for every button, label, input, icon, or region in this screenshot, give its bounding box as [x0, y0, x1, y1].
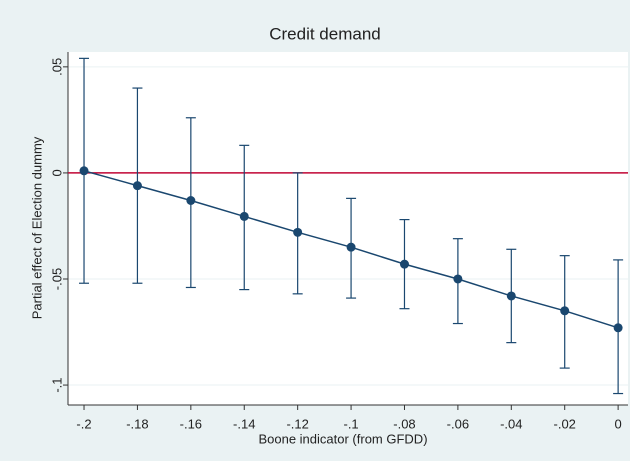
point — [506, 291, 516, 301]
plot-area — [68, 52, 628, 405]
point — [186, 195, 196, 205]
x-tick-label: -.12 — [286, 416, 308, 431]
y-tick-label: -.05 — [49, 268, 64, 290]
point — [560, 306, 570, 316]
x-tick-label: -.14 — [233, 416, 255, 431]
y-tick-label: .05 — [49, 58, 64, 76]
x-axis-label: Boone indicator (from GFDD) — [258, 431, 427, 446]
x-tick-label: -.1 — [343, 416, 358, 431]
point — [132, 181, 142, 191]
x-tick-label: -.04 — [500, 416, 522, 431]
point — [613, 323, 623, 333]
x-tick-label: -.06 — [447, 416, 469, 431]
point — [239, 211, 249, 221]
point — [453, 274, 463, 284]
x-tick-label: -.18 — [126, 416, 148, 431]
x-tick-label: -.2 — [76, 416, 91, 431]
chart-title: Credit demand — [269, 24, 381, 43]
x-tick-label: -.08 — [393, 416, 415, 431]
point — [79, 166, 89, 176]
point — [293, 227, 303, 237]
y-tick-label: -.1 — [49, 377, 64, 392]
point — [399, 259, 409, 269]
x-tick-label: -.02 — [554, 416, 576, 431]
x-tick-label: 0 — [615, 416, 622, 431]
y-tick-label: 0 — [49, 169, 64, 176]
x-tick-label: -.16 — [180, 416, 202, 431]
y-axis-label: Partial effect of Election dummy — [29, 136, 44, 319]
point — [346, 242, 356, 252]
